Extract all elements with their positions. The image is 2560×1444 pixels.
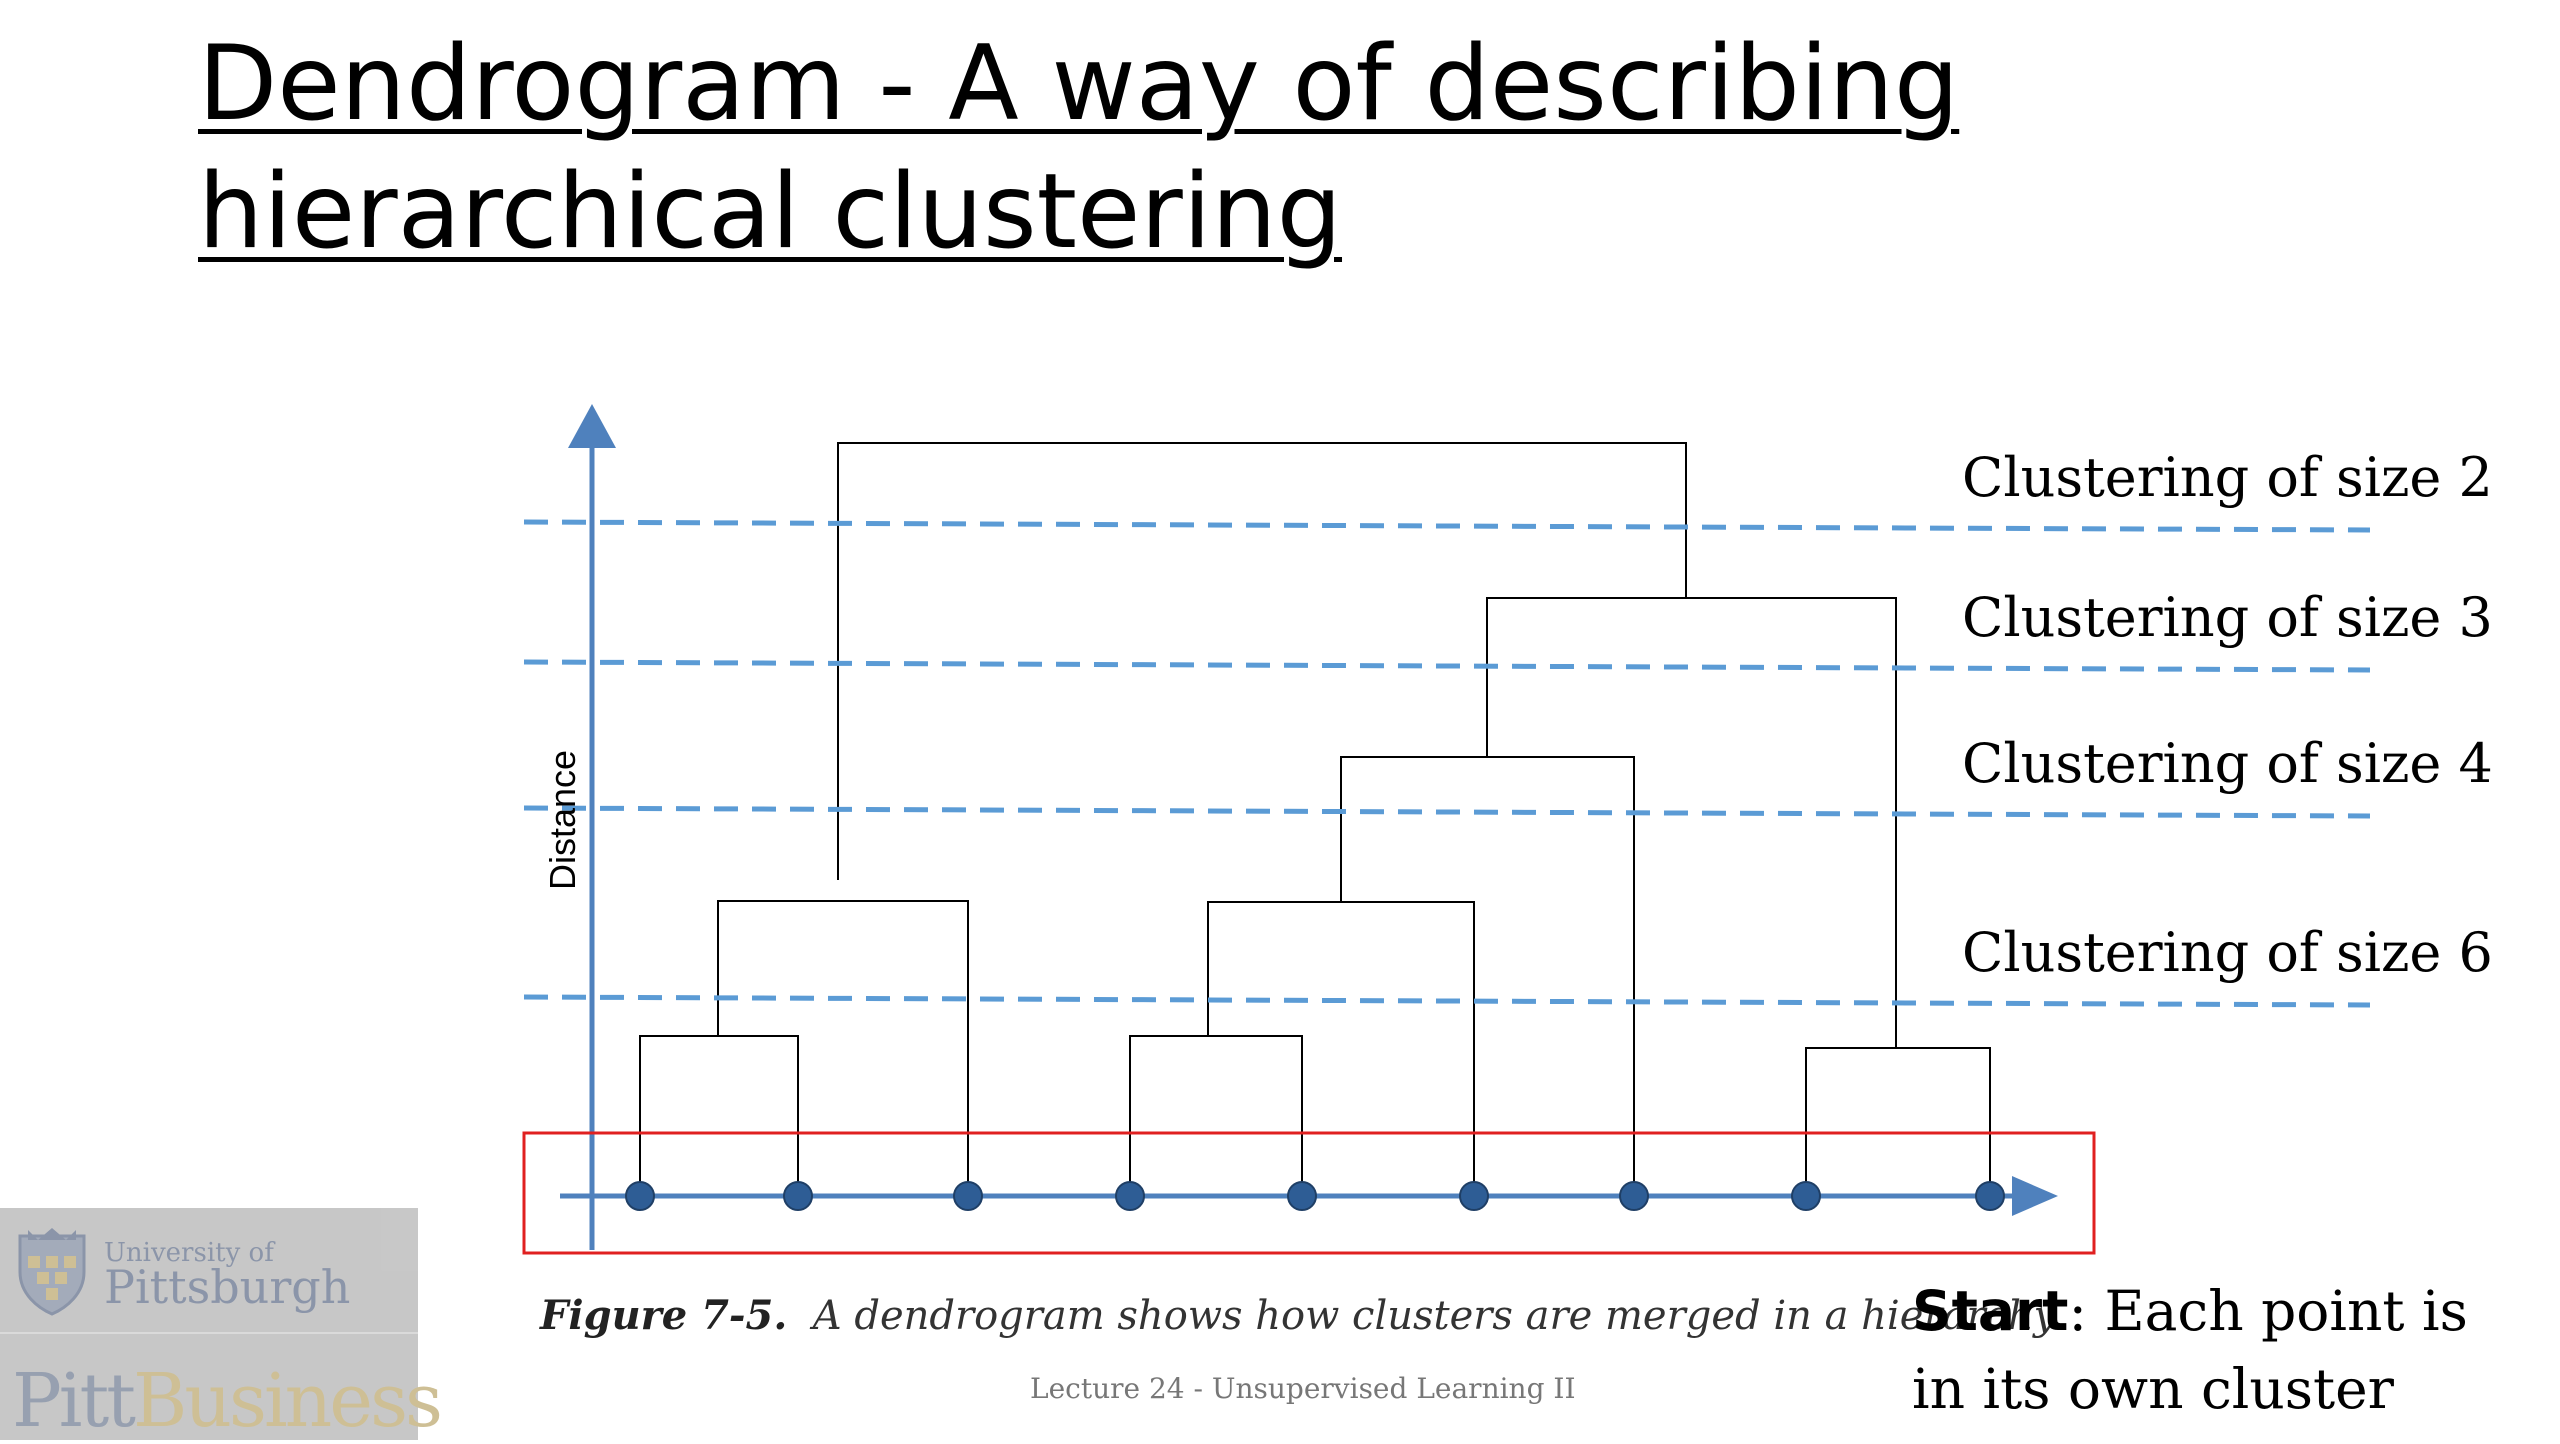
slide-footer: Lecture 24 - Unsupervised Learning II	[1030, 1372, 1576, 1405]
y-axis	[568, 404, 616, 1250]
pitt-business-logo: PittBusiness	[12, 1358, 443, 1444]
threshold-lines	[523, 519, 2371, 1008]
logo-university-of: University of	[104, 1238, 274, 1268]
page-title: Dendrogram - A way of describing hierarc…	[198, 20, 2298, 276]
leaf-points	[625, 1181, 2005, 1211]
threshold-label-size-4: Clustering of size 4	[1962, 732, 2493, 795]
leaf-point	[1287, 1181, 1317, 1211]
threshold-label-size-6: Clustering of size 6	[1962, 921, 2493, 984]
merge-middle	[1207, 901, 1475, 1195]
title-line-1: Dendrogram - A way of describing	[198, 24, 1960, 144]
merge-leaves-1-2	[639, 1035, 799, 1195]
figure-caption: Figure 7-5. A dendrogram shows how clust…	[540, 1292, 2056, 1339]
university-logo-top: University of Pittsburgh	[0, 1208, 418, 1334]
threshold-line-size-3	[523, 659, 2371, 673]
merge-leaves-4-5	[1129, 1035, 1303, 1195]
threshold-label-size-2: Clustering of size 2	[1962, 446, 2493, 509]
threshold-line-size-2	[523, 519, 2371, 533]
logo-business: Business	[132, 1358, 443, 1444]
leaf-point	[953, 1181, 983, 1211]
leaf-point	[783, 1181, 813, 1211]
logo-pitt: Pitt	[12, 1358, 136, 1444]
figure-number: Figure 7-5.	[540, 1292, 788, 1339]
logo-pittsburgh: Pittsburgh	[104, 1260, 351, 1314]
x-axis-arrow	[2012, 1176, 2058, 1216]
leaf-point	[1619, 1181, 1649, 1211]
merge-leaves-8-9	[1805, 1047, 1991, 1195]
figure-caption-text: A dendrogram shows how clusters are merg…	[812, 1293, 2057, 1339]
threshold-line-size-6	[523, 994, 2371, 1008]
dendrogram-tree	[639, 442, 1991, 1195]
leaf-point	[1459, 1181, 1489, 1211]
merge-left	[717, 900, 969, 1195]
title-line-2: hierarchical clustering	[198, 152, 1343, 272]
leaf-point	[1115, 1181, 1145, 1211]
shield-icon	[18, 1228, 86, 1316]
start-note: Start: Each point is in its own cluster	[1912, 1272, 2532, 1428]
university-logo: University of Pittsburgh PittBusiness	[0, 1208, 443, 1444]
y-axis-label: Distance	[542, 750, 583, 890]
leaf-point	[625, 1181, 655, 1211]
merge-size4	[1340, 756, 1635, 1195]
threshold-label-size-3: Clustering of size 3	[1962, 586, 2493, 649]
leaf-point	[1975, 1181, 2005, 1211]
merge-size3	[1486, 597, 1897, 1048]
start-highlight-box	[522, 1131, 2096, 1255]
start-note-text: : Each point is in its own cluster	[1912, 1279, 2468, 1421]
leaf-point	[1791, 1181, 1821, 1211]
threshold-line-size-4	[523, 805, 2371, 819]
start-note-bold: Start	[1912, 1279, 2069, 1343]
y-axis-arrow	[568, 404, 616, 448]
